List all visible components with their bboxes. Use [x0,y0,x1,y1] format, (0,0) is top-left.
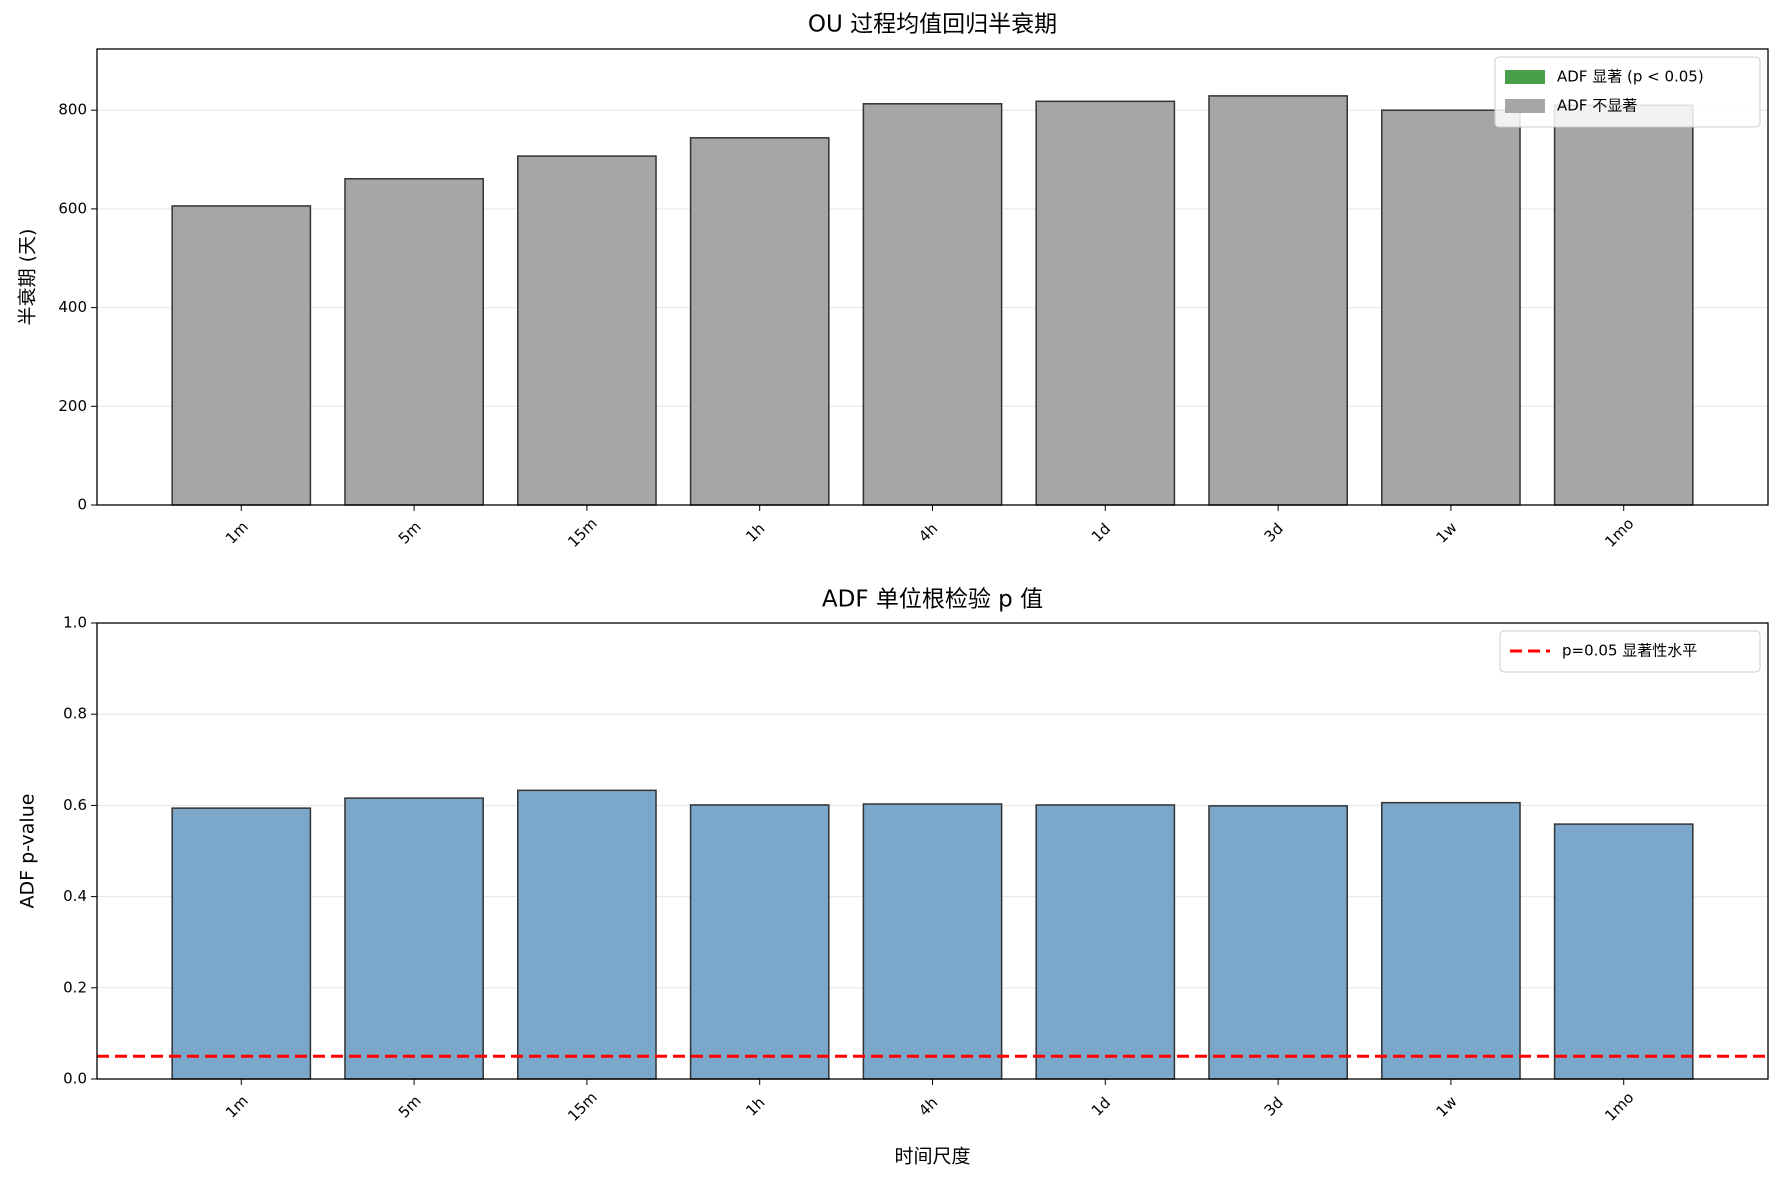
y-tick-label: 1.0 [63,614,87,632]
bar [1553,104,1694,506]
y-tick-label: 400 [58,298,87,316]
chart-title: ADF 单位根检验 p 值 [822,587,1043,613]
bar [1553,823,1694,1080]
bar [862,103,1003,506]
x-axis-label: 时间尺度 [894,1146,970,1168]
bar [1035,804,1176,1080]
y-tick-label: 0.6 [63,796,87,814]
bar [517,789,657,1080]
bar [171,205,312,506]
y-tick-label: 800 [58,101,87,119]
bar [344,178,484,506]
y-axis-label: ADF p-value [17,794,39,909]
bar [517,155,657,506]
bar [1208,95,1348,506]
y-tick-label: 0.2 [63,978,87,996]
chart-title: OU 过程均值回归半衰期 [808,12,1057,38]
bar [862,803,1003,1080]
bar [1381,801,1521,1080]
bar [1035,100,1176,506]
bar [689,137,830,506]
legend-swatch [1505,99,1545,113]
legend-label: ADF 显著 (p < 0.05) [1557,68,1704,86]
legend-box [1499,630,1761,673]
legend-box [1494,56,1761,128]
bar [344,797,484,1080]
legend-swatch [1505,70,1545,84]
y-tick-label: 0.8 [63,705,87,723]
y-tick-label: 600 [58,199,87,217]
bar [689,804,830,1080]
y-tick-label: 0.4 [63,887,87,905]
plot-frame [96,48,1769,506]
y-tick-label: 0 [77,496,87,514]
bar [1381,109,1521,506]
legend-label: ADF 不显著 [1557,97,1637,115]
bar [1208,805,1348,1080]
y-tick-label: 200 [58,397,87,415]
bar [171,807,312,1080]
y-axis-label: 半衰期 (天) [17,229,39,326]
plot-frame [96,622,1769,1080]
y-tick-label: 0.0 [63,1070,87,1088]
legend-label: p=0.05 显著性水平 [1562,642,1697,660]
